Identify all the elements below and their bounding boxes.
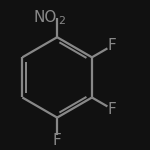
Text: 2: 2 <box>58 16 65 26</box>
Text: NO: NO <box>33 10 56 25</box>
Text: F: F <box>108 102 116 117</box>
Text: F: F <box>108 38 116 53</box>
Text: F: F <box>53 133 62 148</box>
